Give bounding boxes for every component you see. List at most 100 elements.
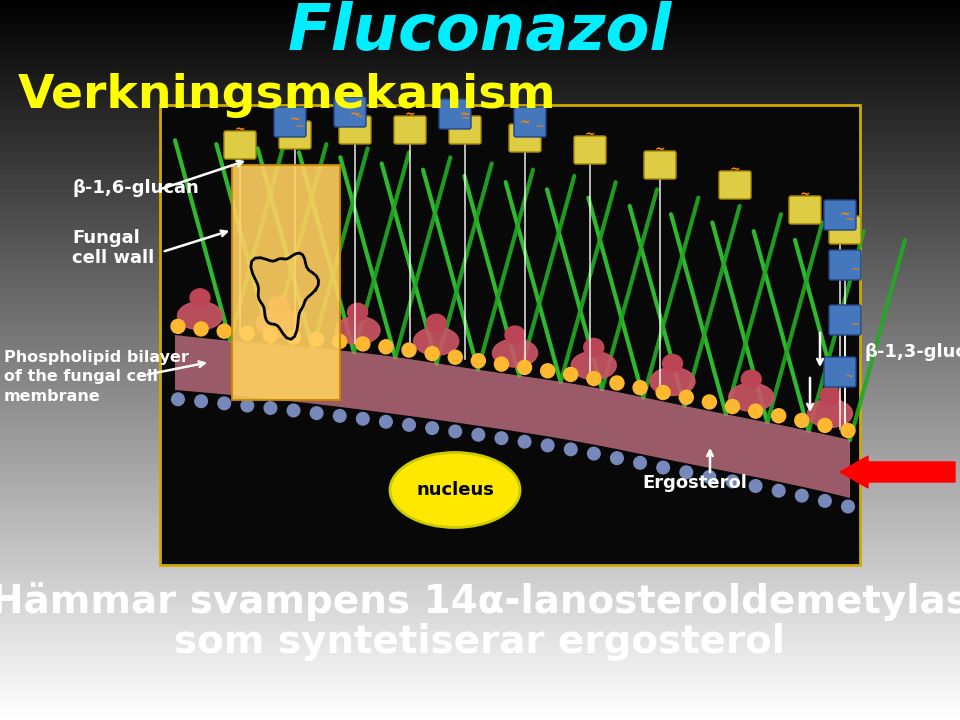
Circle shape (356, 413, 370, 425)
Polygon shape (175, 335, 850, 498)
Ellipse shape (820, 387, 840, 405)
Circle shape (540, 364, 555, 378)
Circle shape (217, 324, 231, 338)
FancyBboxPatch shape (719, 171, 751, 199)
Ellipse shape (348, 303, 368, 321)
Circle shape (726, 400, 739, 413)
FancyBboxPatch shape (829, 250, 861, 280)
Text: ~: ~ (519, 115, 530, 128)
Ellipse shape (414, 327, 459, 355)
Text: ~: ~ (585, 127, 595, 140)
Circle shape (680, 390, 693, 405)
FancyBboxPatch shape (279, 121, 311, 149)
Circle shape (841, 423, 855, 438)
Ellipse shape (571, 351, 616, 379)
Text: Phospholipid bilayer
of the fungal cell
membrane: Phospholipid bilayer of the fungal cell … (4, 350, 189, 405)
Text: ~: ~ (655, 143, 665, 156)
Circle shape (749, 404, 762, 418)
Circle shape (402, 343, 416, 357)
Circle shape (517, 361, 532, 374)
Circle shape (750, 480, 762, 492)
Ellipse shape (269, 296, 289, 314)
Ellipse shape (190, 289, 210, 307)
Text: som syntetiserar ergosterol: som syntetiserar ergosterol (175, 623, 785, 661)
Ellipse shape (178, 302, 223, 330)
Ellipse shape (650, 367, 695, 395)
Ellipse shape (390, 452, 520, 528)
Circle shape (610, 376, 624, 390)
Circle shape (657, 385, 670, 400)
Text: ~: ~ (405, 107, 416, 120)
FancyBboxPatch shape (339, 116, 371, 144)
Text: ~: ~ (846, 372, 854, 382)
FancyBboxPatch shape (644, 151, 676, 179)
Text: ~: ~ (461, 114, 469, 124)
Circle shape (611, 452, 623, 464)
Circle shape (588, 447, 600, 460)
Ellipse shape (807, 400, 852, 428)
Circle shape (194, 322, 208, 336)
Text: β-1,3-glucan: β-1,3-glucan (865, 343, 960, 361)
Circle shape (541, 439, 554, 451)
Text: ~: ~ (234, 122, 246, 135)
Circle shape (448, 350, 463, 364)
Circle shape (703, 471, 715, 483)
Circle shape (795, 413, 808, 428)
Circle shape (218, 397, 230, 410)
Ellipse shape (741, 370, 761, 388)
Circle shape (634, 456, 646, 469)
Text: ~: ~ (846, 215, 854, 225)
Circle shape (310, 407, 323, 420)
Circle shape (287, 404, 300, 417)
Circle shape (172, 393, 184, 405)
Circle shape (426, 422, 439, 434)
Text: ~: ~ (851, 320, 859, 330)
Circle shape (518, 436, 531, 448)
Circle shape (772, 409, 785, 423)
Circle shape (564, 443, 577, 456)
FancyBboxPatch shape (824, 200, 856, 230)
Text: Ergosterol: Ergosterol (642, 474, 748, 492)
FancyBboxPatch shape (274, 107, 306, 137)
Circle shape (379, 340, 393, 354)
Circle shape (564, 367, 578, 382)
Ellipse shape (492, 339, 538, 367)
Circle shape (356, 337, 370, 351)
Ellipse shape (335, 316, 380, 344)
Text: nucleus: nucleus (416, 481, 494, 499)
Bar (160, 105, 860, 565)
Circle shape (403, 418, 416, 431)
Circle shape (633, 381, 647, 395)
Circle shape (264, 402, 276, 414)
FancyBboxPatch shape (509, 124, 541, 152)
FancyBboxPatch shape (439, 99, 471, 129)
Text: ~: ~ (349, 107, 360, 120)
Circle shape (471, 354, 486, 368)
Text: Fungal
cell wall: Fungal cell wall (72, 229, 155, 267)
Circle shape (240, 326, 254, 341)
Text: Fluconazol: Fluconazol (288, 1, 672, 63)
Text: Verkningsmekanism: Verkningsmekanism (18, 73, 557, 117)
FancyBboxPatch shape (514, 107, 546, 137)
Text: Hämmar svampens 14α-lanosteroldemetylas: Hämmar svampens 14α-lanosteroldemetylas (0, 582, 960, 621)
Ellipse shape (729, 383, 774, 411)
FancyBboxPatch shape (829, 216, 861, 244)
Circle shape (449, 425, 462, 438)
Circle shape (333, 410, 346, 422)
Ellipse shape (256, 309, 301, 337)
Circle shape (680, 466, 692, 479)
Circle shape (171, 320, 185, 333)
Circle shape (494, 357, 509, 371)
FancyArrow shape (840, 456, 955, 488)
Text: ~: ~ (800, 187, 810, 200)
Circle shape (842, 500, 854, 513)
Circle shape (425, 346, 439, 361)
FancyBboxPatch shape (334, 97, 366, 127)
Circle shape (241, 400, 253, 412)
Circle shape (472, 428, 485, 441)
Text: ~: ~ (460, 107, 470, 120)
FancyBboxPatch shape (449, 116, 481, 144)
Ellipse shape (505, 326, 525, 344)
Text: ~: ~ (730, 163, 740, 176)
Circle shape (263, 328, 277, 342)
